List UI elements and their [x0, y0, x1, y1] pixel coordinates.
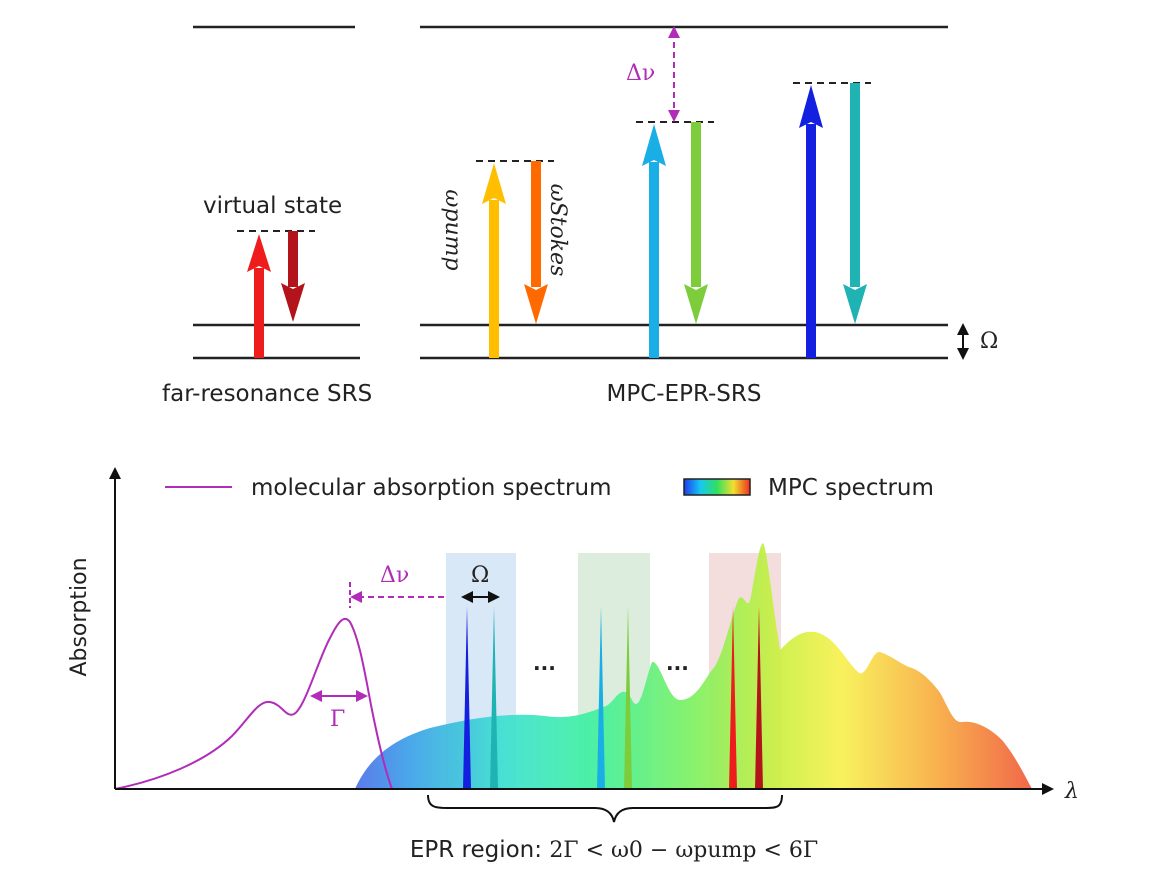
omega-stokes-label: ωStokes — [545, 184, 570, 277]
pump-arrow-3 — [799, 85, 823, 358]
ellipsis-1: ... — [533, 651, 556, 675]
y-axis-label: Absorption — [67, 557, 92, 676]
epr-region-prefix: EPR region: — [410, 837, 550, 863]
omega-gap-label: Ω — [471, 563, 489, 588]
mpc-epr-srs-diagram: ωpump ωStokes Δν Ω MPC-EPR-SRS — [420, 25, 998, 407]
stokes-arrow-3 — [843, 83, 867, 324]
far-stokes-arrow — [281, 231, 305, 322]
peak-red-stokes — [755, 606, 763, 789]
epr-region-label: EPR region: 2Γ < ω0 − ωpump < 6Γ — [410, 837, 818, 863]
peak-red-pump — [729, 606, 737, 789]
molecular-absorption-curve — [114, 617, 393, 790]
legend-mpc-label: MPC spectrum — [768, 475, 934, 501]
mpc-spectrum-area — [355, 543, 1032, 789]
omega-level-label: Ω — [980, 329, 998, 354]
far-resonance-diagram: virtual state far-resonance SRS — [162, 25, 372, 407]
far-resonance-label: far-resonance SRS — [162, 381, 372, 407]
omega-pump-label: ωpump — [440, 189, 465, 270]
delta-nu-label: Δν — [380, 563, 409, 588]
peak-green-stokes — [624, 606, 632, 789]
pump-arrow-1 — [482, 163, 506, 358]
legend-mpc-swatch — [683, 478, 751, 496]
pump-arrow-2 — [642, 124, 666, 358]
ellipsis-2: ... — [666, 651, 689, 675]
legend-molecular-label: molecular absorption spectrum — [251, 475, 612, 501]
peak-blue-pump — [463, 606, 471, 789]
spectrum-plot: Absorption λ molecular absorption spectr… — [67, 467, 1079, 863]
epr-region-formula: 2Γ < ω0 − ωpump < 6Γ — [549, 838, 818, 863]
gamma-label: Γ — [330, 707, 345, 732]
virtual-state-label: virtual state — [203, 193, 342, 219]
peak-green-pump — [597, 606, 605, 789]
stokes-arrow-2 — [684, 122, 708, 324]
delta-nu-top-label: Δν — [626, 61, 655, 86]
epr-region-brace — [427, 794, 783, 823]
stokes-arrow-1 — [524, 161, 548, 324]
peak-blue-stokes — [490, 606, 498, 789]
x-axis-label: λ — [1064, 779, 1079, 804]
mpc-epr-srs-label: MPC-EPR-SRS — [606, 381, 761, 407]
far-pump-arrow — [247, 234, 271, 358]
